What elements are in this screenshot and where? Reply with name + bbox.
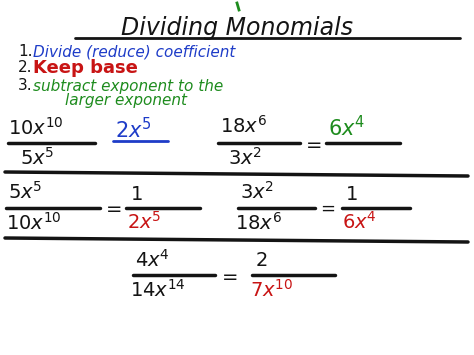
Text: $14x^{14}$: $14x^{14}$ — [130, 279, 186, 301]
Text: 3.: 3. — [18, 78, 33, 93]
Text: $2$: $2$ — [255, 251, 267, 269]
Text: $1$: $1$ — [130, 185, 143, 203]
Text: $18x^{6}$: $18x^{6}$ — [220, 115, 267, 137]
Text: $18x^{6}$: $18x^{6}$ — [235, 212, 282, 234]
Text: $=$: $=$ — [218, 266, 238, 284]
Text: $2x^{5}$: $2x^{5}$ — [115, 118, 152, 143]
Text: $6x^{4}$: $6x^{4}$ — [342, 211, 377, 233]
Text: $5x^{5}$: $5x^{5}$ — [8, 181, 42, 203]
Text: $=$: $=$ — [102, 198, 122, 218]
Text: Keep base: Keep base — [33, 59, 138, 77]
Text: 2.: 2. — [18, 60, 33, 76]
Text: $10x^{10}$: $10x^{10}$ — [6, 212, 62, 234]
Text: $6x^{4}$: $6x^{4}$ — [328, 115, 365, 141]
Text: $=$: $=$ — [302, 133, 322, 153]
Text: $3x^{2}$: $3x^{2}$ — [240, 181, 274, 203]
Text: $3x^{2}$: $3x^{2}$ — [228, 147, 262, 169]
Text: 1.: 1. — [18, 44, 33, 60]
Text: $2x^{5}$: $2x^{5}$ — [127, 211, 161, 233]
Text: $10x^{10}$: $10x^{10}$ — [8, 117, 64, 139]
Text: Divide (reduce) coefficient: Divide (reduce) coefficient — [33, 44, 236, 60]
Text: $=$: $=$ — [317, 199, 336, 217]
Text: $7x^{10}$: $7x^{10}$ — [250, 279, 293, 301]
Text: larger exponent: larger exponent — [65, 93, 187, 108]
Text: subtract exponent to the: subtract exponent to the — [33, 78, 223, 93]
Text: Dividing Monomials: Dividing Monomials — [121, 16, 353, 40]
Text: $4x^{4}$: $4x^{4}$ — [135, 249, 170, 271]
Text: $1$: $1$ — [345, 185, 357, 203]
Text: $5x^{5}$: $5x^{5}$ — [20, 147, 55, 169]
